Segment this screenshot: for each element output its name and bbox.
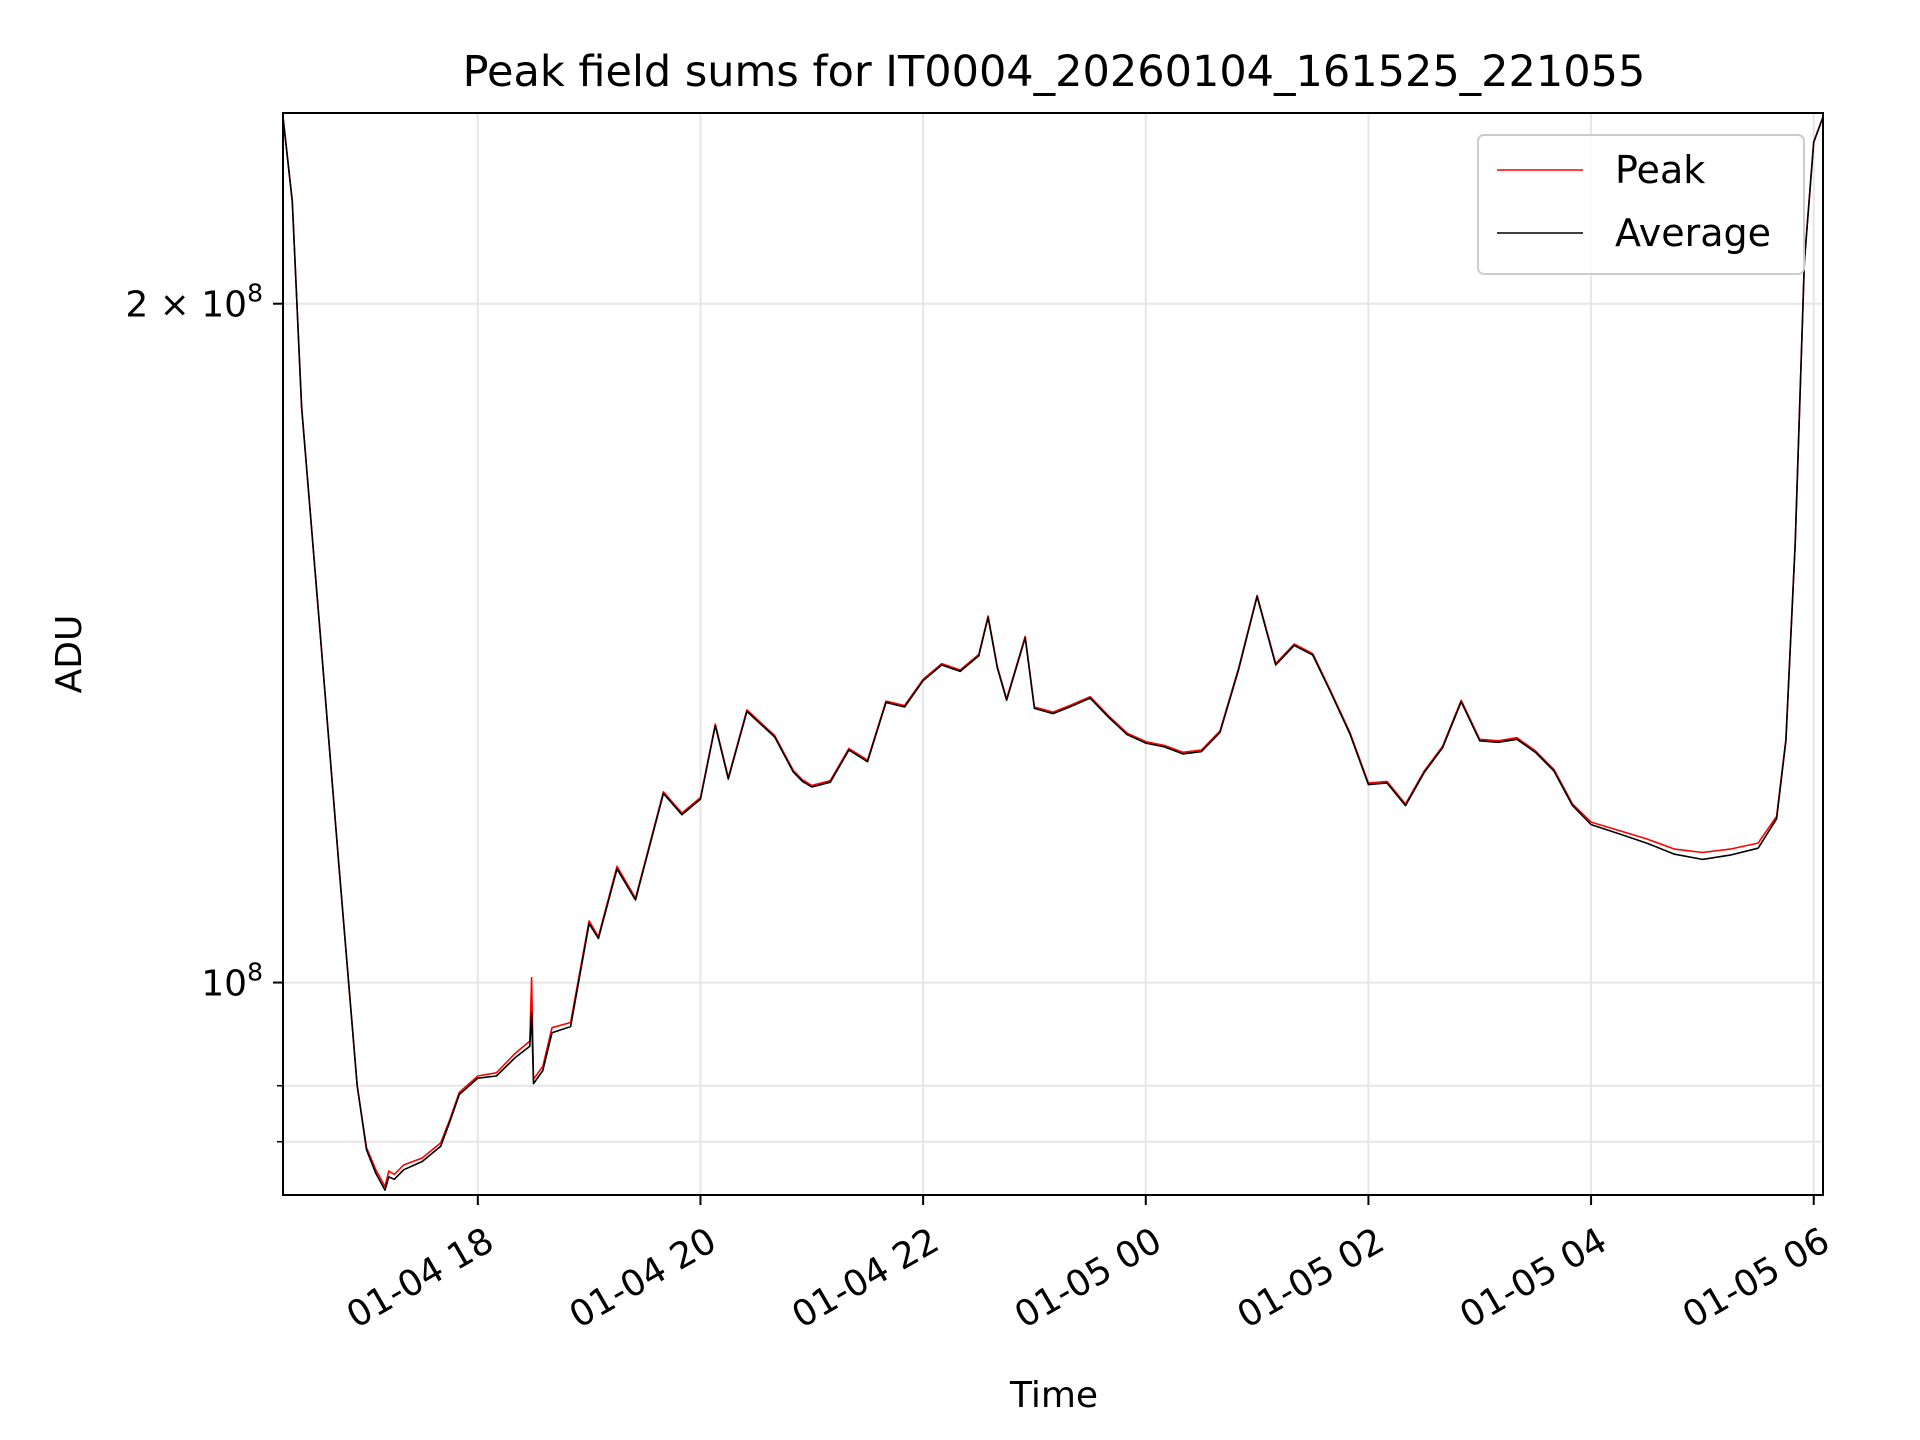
series-line-average: [282, 116, 1824, 1191]
y-tick-label: 108: [201, 958, 263, 1005]
y-tick-label-exponent: 8: [247, 279, 263, 308]
grid: [283, 113, 1823, 1195]
y-tick-label-exponent: 8: [247, 958, 263, 987]
y-tick-label: 2 × 108: [125, 279, 263, 326]
y-tick-label-base: 10: [201, 285, 247, 326]
chart-title: Peak field sums for IT0004_20260104_1615…: [463, 47, 1646, 97]
y-tick-label-coefficient: 2 ×: [125, 285, 201, 326]
plot-lines: [282, 116, 1824, 1191]
y-axis-label: ADU: [49, 615, 90, 694]
legend: Peak Average: [1477, 134, 1805, 275]
legend-label-average: Average: [1615, 211, 1771, 255]
y-tick-label-base: 10: [201, 964, 247, 1005]
legend-label-peak: Peak: [1615, 148, 1705, 192]
x-axis-label: Time: [1009, 1375, 1098, 1416]
plot-frame: [282, 112, 1824, 1196]
